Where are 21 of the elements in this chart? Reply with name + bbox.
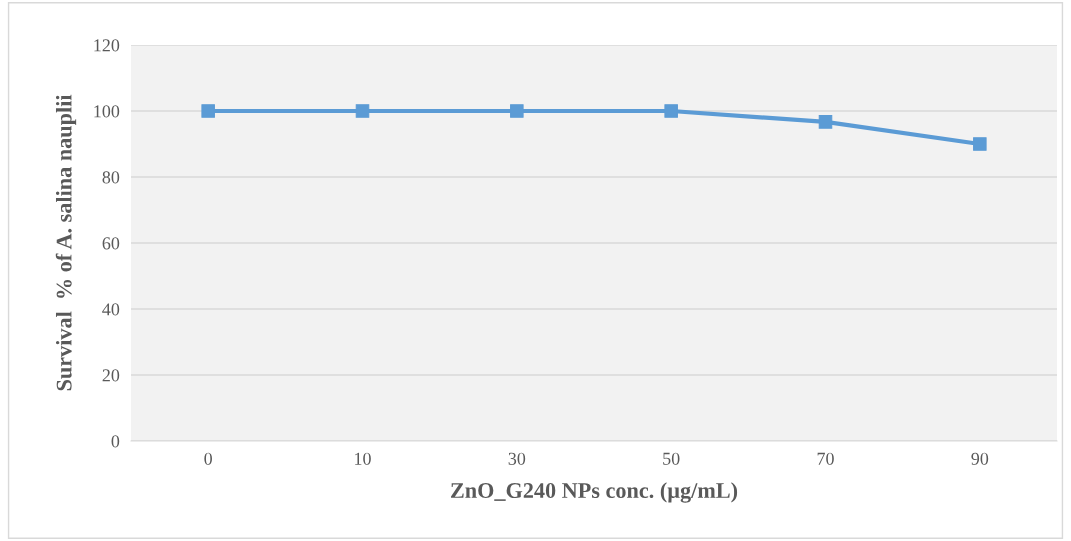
- x-tick-label: 0: [204, 452, 212, 465]
- point: [201, 104, 215, 118]
- point: [510, 104, 524, 118]
- y-tick-label: 0: [111, 435, 120, 448]
- y-tick-label: 100: [94, 105, 120, 118]
- y-tick-label: 80: [102, 171, 120, 184]
- x-axis-title: ZnO_G240 NPs conc. (µg/mL): [451, 482, 738, 503]
- x-tick-label: 90: [971, 452, 989, 465]
- x-tick-label: 10: [355, 452, 371, 465]
- y-tick-label: 40: [102, 303, 120, 316]
- x-tick-label: 30: [508, 452, 526, 465]
- x-tick-label: 70: [817, 452, 834, 465]
- y-tick-label: 120: [94, 39, 120, 52]
- y-tick-label: 20: [102, 369, 120, 382]
- y-tick-label: 60: [102, 237, 120, 250]
- point: [664, 104, 678, 118]
- x-tick-label: 50: [663, 452, 680, 465]
- point: [973, 137, 987, 151]
- point: [818, 115, 833, 129]
- point: [355, 104, 370, 118]
- y-axis-title: Survival % of A. salina nauplii: [55, 94, 77, 391]
